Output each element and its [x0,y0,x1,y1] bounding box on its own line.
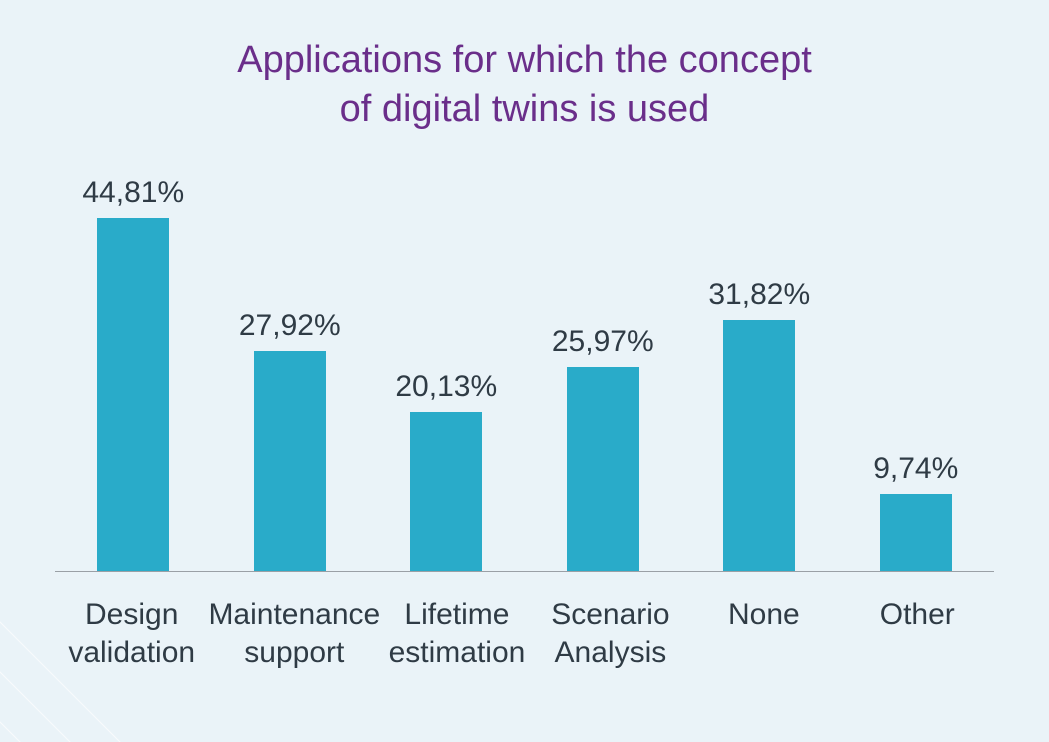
chart-canvas: Applications for which the concept of di… [0,0,1049,742]
bar-rect [410,412,482,571]
chart-area: 44,81% 27,92% 20,13% 25,97% 31,82% [55,170,994,682]
bar-rect [254,351,326,571]
chart-title-line2: of digital twins is used [0,85,1049,134]
bar-rect [567,367,639,572]
bar-rect [97,218,169,571]
bar-value-label: 25,97% [552,325,654,359]
xlabel-none: None [687,582,840,682]
bar-other: 9,74% [838,170,995,571]
bar-lifetime-estimation: 20,13% [368,170,525,571]
bar-value-label: 31,82% [708,278,810,312]
x-axis-labels: Design validation Maintenance support Li… [55,582,994,682]
plot-region: 44,81% 27,92% 20,13% 25,97% 31,82% [55,170,994,572]
xlabel-line: None [687,596,840,634]
xlabel-scenario-analysis: Scenario Analysis [534,582,687,682]
bar-rect [880,494,952,571]
chart-title-line1: Applications for which the concept [0,36,1049,85]
xlabel-line: Design [55,596,208,634]
xlabel-lifetime-estimation: Lifetime estimation [380,582,533,682]
bars-container: 44,81% 27,92% 20,13% 25,97% 31,82% [55,170,994,571]
xlabel-line: Scenario [534,596,687,634]
xlabel-design-validation: Design validation [55,582,208,682]
bar-value-label: 20,13% [395,370,497,404]
bar-value-label: 44,81% [82,176,184,210]
bar-scenario-analysis: 25,97% [525,170,682,571]
bar-design-validation: 44,81% [55,170,212,571]
xlabel-line: Other [841,596,994,634]
xlabel-line: support [208,634,380,672]
bar-none: 31,82% [681,170,838,571]
xlabel-line: Maintenance [208,596,380,634]
xlabel-other: Other [841,582,994,682]
xlabel-maintenance-support: Maintenance support [208,582,380,682]
bar-value-label: 27,92% [239,309,341,343]
xlabel-line: Lifetime [380,596,533,634]
bar-value-label: 9,74% [873,452,958,486]
bar-maintenance-support: 27,92% [212,170,369,571]
xlabel-line: Analysis [534,634,687,672]
bar-rect [723,320,795,571]
xlabel-line: estimation [380,634,533,672]
xlabel-line: validation [55,634,208,672]
chart-title: Applications for which the concept of di… [0,0,1049,135]
